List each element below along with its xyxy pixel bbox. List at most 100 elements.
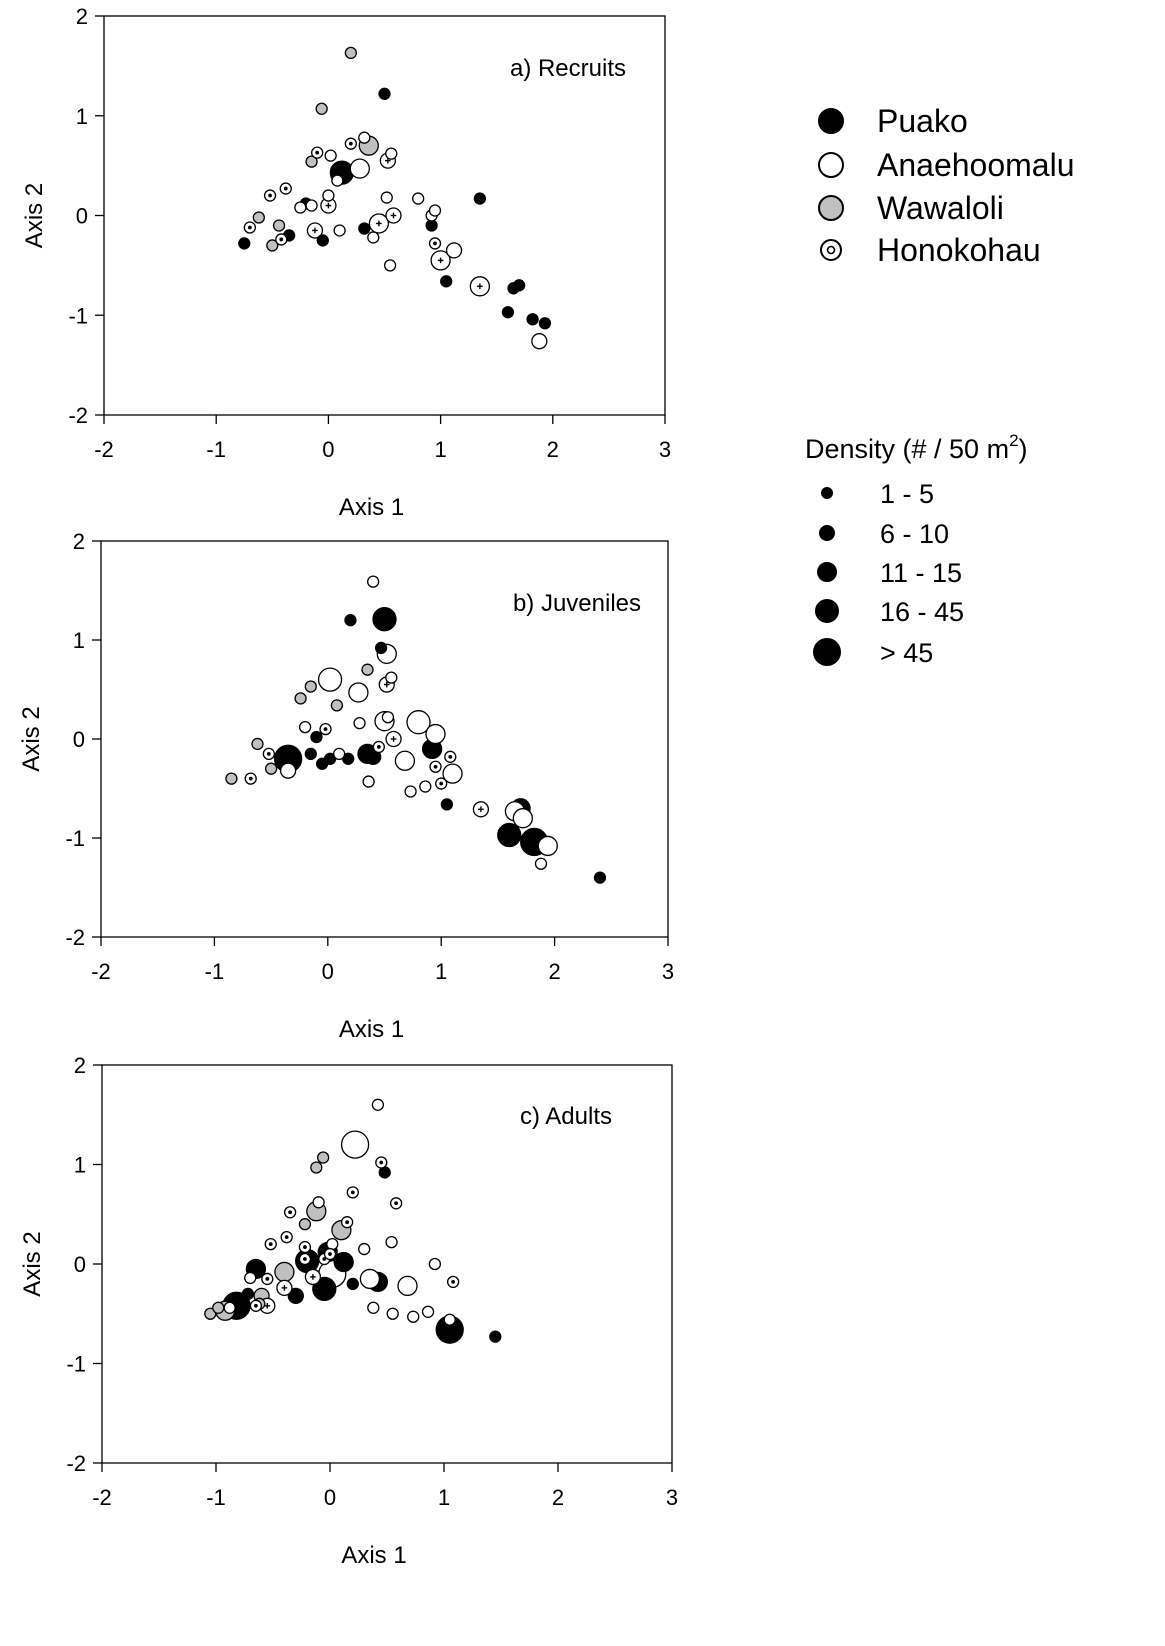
data-point-wawaloli <box>304 680 317 693</box>
data-point-marker <box>372 607 397 632</box>
data-point-dot <box>283 186 288 191</box>
data-point-marker <box>344 46 357 60</box>
x-tick-label: -2 <box>92 1485 112 1510</box>
y-tick-label: 1 <box>76 104 88 129</box>
data-point-anaehoomalu <box>531 333 548 350</box>
data-point-honokohau <box>276 1279 293 1297</box>
data-point-dot <box>303 1245 307 1249</box>
data-point-marker <box>362 775 375 788</box>
x-tick-label: -2 <box>91 959 111 984</box>
y-tick-label: -2 <box>68 403 88 428</box>
y-tick-label: 2 <box>76 4 88 29</box>
data-point-honokohau <box>311 146 324 159</box>
data-point-marker <box>371 1098 385 1111</box>
data-point-honokohau <box>375 1156 388 1169</box>
data-point-marker <box>305 155 318 168</box>
data-point-wawaloli <box>212 1301 225 1314</box>
y-tick-label: -1 <box>65 826 85 851</box>
data-point-marker <box>241 1287 255 1300</box>
x-tick-label: 3 <box>659 437 671 462</box>
data-point-marker <box>440 798 454 811</box>
data-point-dot <box>323 727 328 731</box>
data-point-anaehoomalu <box>305 199 318 212</box>
data-point-anaehoomalu <box>385 147 398 160</box>
data-point-wawaloli <box>310 1161 323 1174</box>
data-point-marker <box>419 780 432 793</box>
data-point-honokohau <box>429 760 442 773</box>
density-legend-item: 16 - 45 <box>815 597 964 627</box>
data-point-marker <box>501 306 515 319</box>
data-point-honokohau <box>469 276 491 297</box>
data-point-honokohau <box>385 207 402 224</box>
data-point-honokohau <box>298 1240 312 1254</box>
data-point-marker <box>244 1271 257 1285</box>
legend-marker-puako <box>818 108 844 134</box>
density-legend-marker <box>813 638 841 666</box>
density-legend-label: 11 - 15 <box>880 558 962 588</box>
data-point-marker <box>346 1277 359 1291</box>
data-point-dot <box>247 225 252 230</box>
data-point-wawaloli <box>298 1218 312 1231</box>
data-point-honokohau <box>261 1272 274 1286</box>
x-tick-label: 0 <box>322 959 334 984</box>
data-point-honokohau <box>263 189 277 202</box>
y-axis-label: Axis 2 <box>18 706 45 771</box>
data-point-dot <box>433 241 437 246</box>
data-point-puako <box>372 607 397 632</box>
data-point-marker <box>512 279 526 292</box>
panel-b-juveniles: -2 -1 0 1 2 3 -2 -1 0 1 2 Axis 1 Axis 2 b) Juveniles <box>18 529 674 1043</box>
data-point-anaehoomalu <box>294 201 307 214</box>
x-axis-label: Axis 1 <box>341 1542 406 1569</box>
data-point-dot <box>451 1280 456 1284</box>
data-point-honokohau <box>346 1186 359 1199</box>
y-tick-label: 0 <box>74 1252 86 1277</box>
data-point-anaehoomalu <box>443 1313 456 1326</box>
data-point-anaehoomalu <box>223 1301 236 1314</box>
data-point-marker <box>473 192 487 205</box>
data-point-dot <box>268 1242 273 1246</box>
data-point-honokohau <box>428 237 442 250</box>
data-point-puako <box>241 1287 255 1300</box>
data-point-dot <box>439 781 444 786</box>
data-point-dot <box>303 1257 307 1261</box>
data-point-honokohau <box>262 747 275 760</box>
panel-c-adults: -2 -1 0 1 2 3 -2 -1 0 1 2 Axis 1 Axis 2 c) Adults <box>19 1053 678 1569</box>
data-point-marker <box>367 231 380 244</box>
y-tick-label: 2 <box>73 529 85 554</box>
data-point-dot <box>248 776 253 781</box>
data-point-dot <box>288 1210 292 1215</box>
x-tick-label: -1 <box>206 437 226 462</box>
data-point-marker <box>358 222 371 235</box>
data-point-marker <box>315 102 328 115</box>
data-point-dot <box>279 237 284 242</box>
data-point-marker <box>531 333 548 350</box>
data-point-wawaloli <box>344 46 357 60</box>
data-point-honokohau <box>319 722 332 736</box>
legend-item-honokohau: Honokohau <box>820 232 1041 268</box>
data-point-honokohau <box>472 801 490 818</box>
data-point-anaehoomalu <box>298 720 312 734</box>
data-point-wawaloli <box>361 663 374 676</box>
data-point-dot <box>433 764 438 769</box>
data-point-marker <box>386 1307 399 1320</box>
data-point-dot <box>394 1201 399 1206</box>
y-tick-label: -1 <box>66 1352 86 1377</box>
data-point-marker <box>374 641 388 655</box>
data-point-marker <box>443 1313 456 1326</box>
data-point-marker <box>349 158 370 179</box>
x-tick-label: 2 <box>552 1485 564 1510</box>
legend-marker-anaehoomalu <box>818 152 844 178</box>
data-point-anaehoomalu <box>358 1242 371 1256</box>
panel-a-recruits: -2 -1 0 1 2 3 -2 -1 0 1 2 Axis 1 Axis 2 a) Recruits <box>21 4 671 521</box>
site-legend: Puako Anaehoomalu Wawaloli Honokohau <box>818 103 1074 268</box>
data-point-marker <box>304 680 317 693</box>
legend-marker-wawaloli <box>818 195 844 221</box>
data-point-marker <box>526 313 539 326</box>
density-legend-item: 11 - 15 <box>817 558 962 588</box>
data-point-honokohau <box>430 250 451 271</box>
data-point-puako <box>440 798 454 811</box>
data-point-puako <box>593 871 607 884</box>
data-point-honokohau <box>306 222 324 239</box>
data-point-marker <box>298 1218 312 1231</box>
data-point-marker <box>223 1301 236 1314</box>
